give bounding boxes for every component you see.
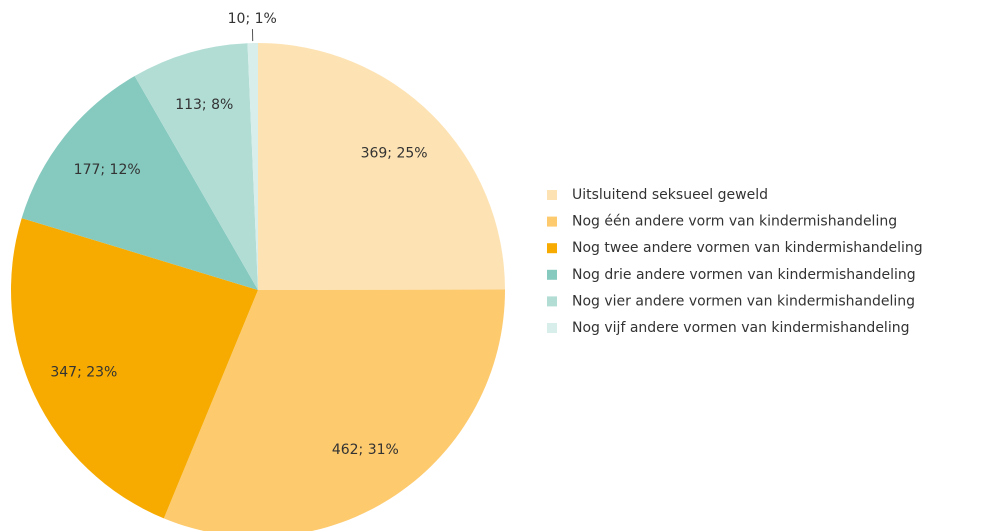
legend-swatch <box>547 269 557 280</box>
legend-swatch <box>547 190 557 200</box>
pie-slice <box>10 218 259 519</box>
pie-slice <box>247 43 258 290</box>
legend-label: Nog drie andere vormen van kindermishand… <box>572 267 916 283</box>
legend-swatch <box>547 216 557 227</box>
data-label: 10; 1% <box>228 11 277 27</box>
data-label: 177; 12% <box>74 162 141 178</box>
pie-slice <box>134 43 258 290</box>
data-label: 369; 25% <box>361 146 428 162</box>
legend-label: Uitsluitend seksueel geweld <box>572 187 768 203</box>
legend-label: Nog één andere vorm van kindermishandeli… <box>572 214 897 230</box>
data-label: 347; 23% <box>50 364 117 380</box>
data-label: 113; 8% <box>175 97 233 113</box>
legend-label: Nog twee andere vormen van kindermishand… <box>572 240 923 256</box>
pie-slice <box>21 76 259 291</box>
legend-swatch <box>547 296 557 307</box>
data-label: 462; 31% <box>332 442 399 458</box>
pie-slice <box>163 289 505 531</box>
pie-slice <box>258 43 505 290</box>
legend-label: Nog vijf andere vormen van kindermishand… <box>572 320 909 336</box>
legend-label: Nog vier andere vormen van kindermishand… <box>572 293 915 309</box>
legend-swatch <box>547 323 557 333</box>
legend-swatch <box>547 243 557 254</box>
